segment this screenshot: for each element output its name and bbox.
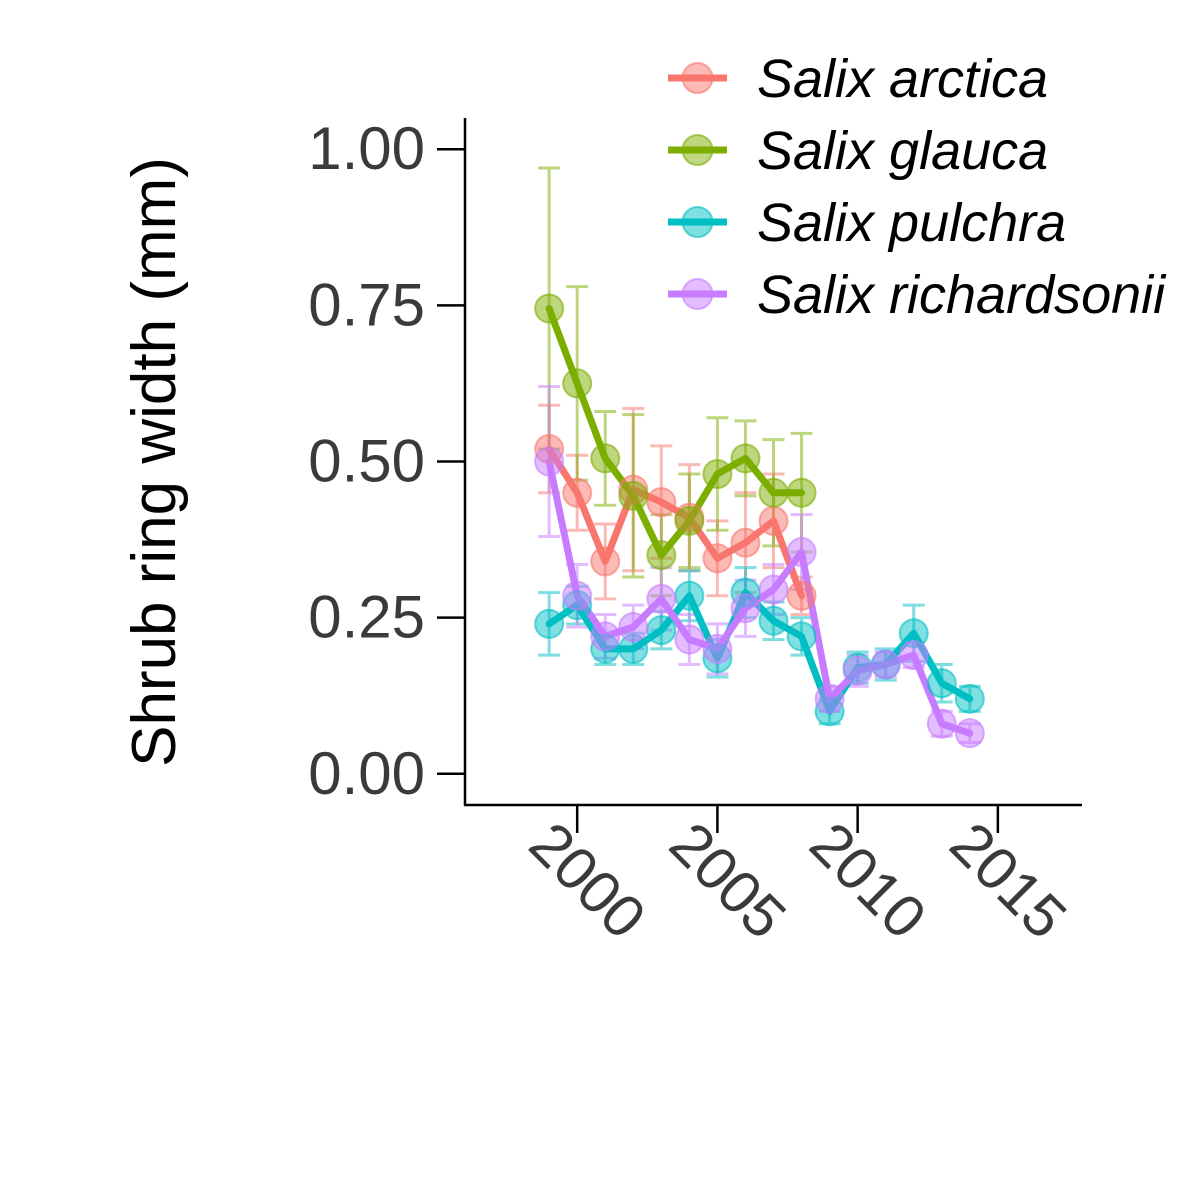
data-point — [646, 615, 677, 646]
data-point — [534, 446, 565, 477]
legend-label: Salix arctica — [757, 49, 1048, 109]
data-point — [814, 683, 845, 714]
data-point — [674, 505, 705, 536]
legend-key-point — [681, 278, 714, 310]
data-point — [590, 443, 621, 474]
x-tick-label: 2000 — [517, 810, 659, 952]
y-axis-title: Shrub ring width (mm) — [120, 157, 189, 767]
data-point — [842, 655, 873, 686]
data-point — [618, 612, 649, 643]
series-line — [545, 304, 806, 559]
data-point — [534, 293, 565, 324]
x-tick-label: 2010 — [797, 810, 939, 952]
data-point — [898, 640, 929, 671]
legend-label: Salix glauca — [757, 121, 1048, 181]
legend: Salix arctica Salix glauca Salix pulchra Sa… — [668, 49, 1167, 325]
data-point — [758, 477, 789, 508]
data-point — [758, 605, 789, 636]
legend-item: Salix arctica — [668, 49, 1048, 109]
legend-item: Salix glauca — [668, 121, 1048, 181]
data-point — [730, 443, 761, 474]
data-point — [926, 668, 957, 699]
data-point — [730, 593, 761, 624]
data-point — [758, 505, 789, 536]
data-point — [562, 580, 593, 611]
data-point — [926, 708, 957, 739]
data-point — [534, 608, 565, 639]
data-point — [674, 580, 705, 611]
legend-key-point — [681, 134, 714, 166]
y-tick-label: 0.00 — [308, 740, 425, 807]
y-tick-label: 0.75 — [308, 271, 425, 338]
data-point — [786, 580, 817, 611]
data-point — [954, 718, 985, 749]
y-tick-label: 0.50 — [308, 428, 425, 495]
data-point — [786, 537, 817, 568]
series-line — [545, 445, 806, 600]
data-point — [702, 458, 733, 489]
data-point — [562, 368, 593, 399]
data-point — [562, 477, 593, 508]
legend-item: Salix pulchra — [668, 193, 1066, 253]
legend-key-point — [681, 206, 714, 238]
data-point — [786, 621, 817, 652]
data-point — [618, 480, 649, 511]
data-point — [646, 487, 677, 518]
data-point — [730, 527, 761, 558]
plot-area — [534, 166, 985, 749]
data-point — [702, 543, 733, 574]
data-point — [702, 633, 733, 664]
y-tick-label: 0.25 — [308, 584, 425, 651]
legend-item: Salix richardsonii — [668, 265, 1167, 325]
data-point — [786, 477, 817, 508]
data-point — [758, 574, 789, 605]
data-point — [674, 624, 705, 655]
legend-label: Salix richardsonii — [757, 265, 1167, 325]
data-point — [954, 683, 985, 714]
data-point — [590, 621, 621, 652]
x-tick-label: 2015 — [937, 810, 1079, 952]
data-point — [646, 583, 677, 614]
legend-key-point — [681, 62, 714, 94]
legend-label: Salix pulchra — [757, 193, 1066, 253]
y-tick-label: 1.00 — [308, 115, 425, 182]
data-point — [590, 546, 621, 577]
x-tick-label: 2005 — [657, 810, 799, 952]
data-point — [870, 649, 901, 680]
data-point — [646, 540, 677, 571]
